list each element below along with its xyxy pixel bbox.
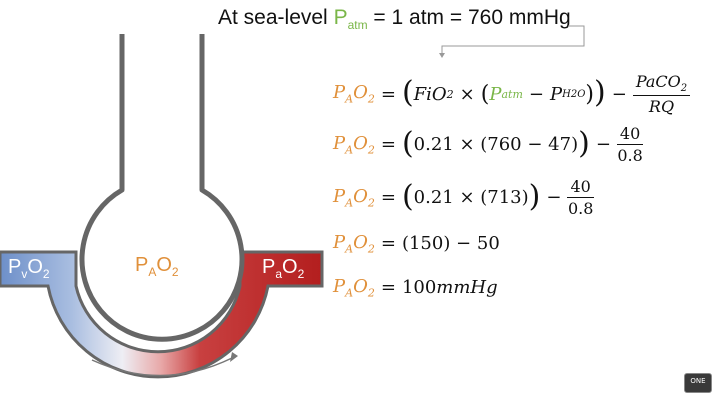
header-suffix: = 1 atm = 760 mmHg	[367, 6, 571, 29]
alveolus-capillary-diagram	[0, 34, 324, 379]
blood-flow-arrow-icon	[91, 357, 233, 377]
alveolar-gas-equation-substituted: PAO2 = (0.21 × (760 − 47)) − 40 0.8	[333, 124, 644, 165]
arterial-po2-label: PaO2	[262, 256, 305, 281]
header-prefix: At sea-level	[218, 6, 334, 29]
brand-logo: ONE	[684, 373, 712, 393]
alveolar-gas-equation-simplified: PAO2 = (0.21 × (713)) − 40 0.8	[333, 177, 594, 218]
capillary-vessel	[0, 250, 324, 379]
alveolar-gas-equation-result: PAO2 = 100 mmHg	[333, 276, 498, 300]
alveolus-wall	[79, 34, 245, 342]
venous-po2-label: PvO2	[8, 256, 50, 281]
header-p: P	[333, 6, 348, 29]
alveolar-gas-equation-reduced: PAO2 = (150) − 50	[333, 232, 500, 256]
header-p-sub: atm	[347, 18, 368, 32]
alveolar-po2-label: PAO2	[135, 254, 179, 279]
paco2-over-rq-fraction: PaCO2 RQ	[632, 72, 691, 116]
sea-level-header: At sea-level Patm = 1 atm = 760 mmHg	[218, 6, 571, 32]
